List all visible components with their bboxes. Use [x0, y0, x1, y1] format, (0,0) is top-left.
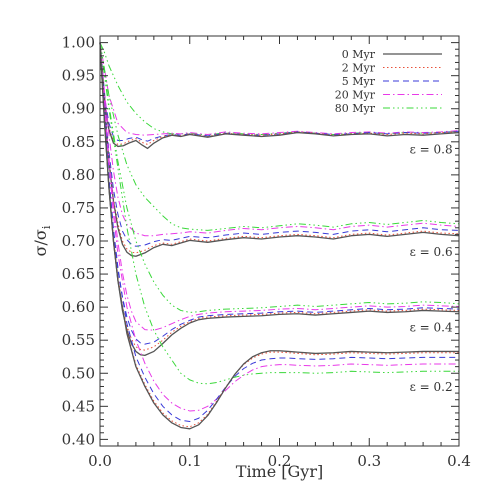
x-tick-label: 0.0 [88, 452, 112, 470]
y-axis-title-main: σ/σ [31, 229, 50, 256]
series-line-eps-08-20-myr [99, 42, 460, 136]
series-line-eps-08-5-myr [99, 42, 460, 142]
series-line-eps-04-5-myr [99, 42, 460, 345]
series-line-eps-02-20-myr [99, 42, 459, 412]
epsilon-annotation: ε = 0.2 [410, 380, 453, 394]
y-tick-label: 0.60 [62, 298, 95, 316]
legend-label: 2 Myr [342, 62, 376, 75]
series-line-eps-02-0-myr [99, 42, 459, 430]
series-line-eps-06-20-myr [99, 42, 460, 237]
series-line-eps-04-0-myr [99, 42, 460, 357]
series-layer [99, 42, 460, 430]
series-line-eps-02-80-myr [99, 42, 459, 385]
y-tick-label: 0.40 [62, 430, 95, 448]
y-tick-label: 0.75 [62, 199, 95, 217]
series-line-eps-08-2-myr [99, 42, 460, 145]
y-tick-label: 0.55 [62, 331, 95, 349]
ticks-layer: 0.0 0.1 0.2 0.3 0.4 0.40 0.45 0.50 0.55 0.60 0.65 0… [62, 34, 471, 470]
series-line-eps-06-80-myr [99, 42, 460, 231]
y-tick-label: 0.80 [62, 166, 95, 184]
y-axis-title: σ/σi [31, 225, 53, 256]
y-tick-label: 0.45 [62, 397, 95, 415]
epsilon-annotation: ε = 0.8 [410, 143, 453, 157]
y-tick-label: 0.50 [62, 364, 95, 382]
y-tick-label: 1.00 [62, 34, 95, 52]
series-line-eps-04-2-myr [99, 42, 460, 351]
annotations: ε = 0.8 ε = 0.6 ε = 0.4 ε = 0.2 [410, 143, 453, 394]
series-line-eps-08-0-myr [99, 42, 460, 150]
series-line-eps-06-5-myr [99, 42, 460, 247]
y-tick-label: 0.85 [62, 133, 95, 151]
legend-label: 5 Myr [342, 75, 376, 88]
y-tick-label: 0.70 [62, 232, 95, 250]
y-tick-label: 0.90 [62, 100, 95, 118]
epsilon-annotation: ε = 0.6 [410, 245, 453, 259]
legend-label: 0 Myr [342, 48, 376, 61]
x-tick-label: 0.1 [178, 452, 202, 470]
epsilon-annotation: ε = 0.4 [410, 321, 453, 335]
y-tick-label: 0.65 [62, 265, 95, 283]
x-tick-label: 0.2 [268, 452, 292, 470]
y-tick-label: 0.95 [62, 67, 95, 85]
series-line-eps-04-80-myr [99, 42, 460, 313]
series-line-eps-06-0-myr [99, 42, 460, 257]
axes-layer [99, 35, 460, 447]
x-tick-label: 0.4 [447, 452, 471, 470]
series-line-eps-06-2-myr [99, 42, 460, 254]
plot-frame [99, 35, 460, 447]
x-tick-label: 0.3 [357, 452, 381, 470]
series-line-eps-08-80-myr [99, 42, 460, 136]
legend-label: 80 Myr [335, 102, 376, 115]
legend-label: 20 Myr [335, 89, 376, 102]
y-axis-title-subscript: i [40, 225, 53, 229]
series-line-eps-04-20-myr [99, 42, 460, 331]
x-axis-title: Time [Gyr] [236, 462, 323, 481]
